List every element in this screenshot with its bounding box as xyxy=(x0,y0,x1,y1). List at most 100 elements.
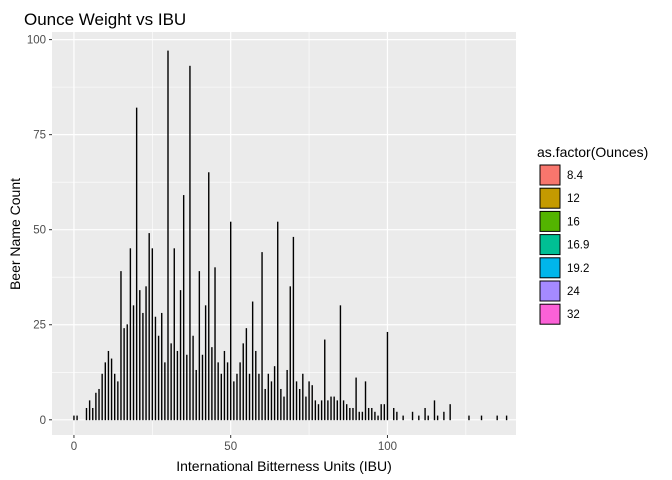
bar xyxy=(208,172,210,421)
chart-title: Ounce Weight vs IBU xyxy=(24,10,186,29)
bar xyxy=(393,407,395,421)
bar xyxy=(298,388,301,421)
bar xyxy=(443,411,445,421)
bar xyxy=(289,286,291,421)
bar xyxy=(154,316,157,421)
bar xyxy=(157,335,160,421)
bar xyxy=(292,236,295,421)
bar xyxy=(233,381,235,421)
bar xyxy=(505,415,508,421)
plot-panel xyxy=(52,32,516,435)
bar xyxy=(402,415,404,421)
bar xyxy=(230,221,232,421)
x-tick-label: 0 xyxy=(71,441,77,453)
x-axis-title: International Bitterness Units (IBU) xyxy=(176,458,392,474)
bar xyxy=(192,335,194,421)
bar xyxy=(101,373,103,421)
bar xyxy=(217,362,219,421)
bar xyxy=(374,411,376,421)
y-axis: 0 25 50 75 100 xyxy=(27,35,52,427)
bar xyxy=(364,381,367,421)
bar xyxy=(148,233,150,421)
bar xyxy=(333,396,335,421)
legend: as.factor(Ounces) 8.4 12 16 16.9 19.2 24 32 xyxy=(537,144,648,325)
bar xyxy=(135,107,138,421)
y-tick-label: 25 xyxy=(33,320,46,332)
bar xyxy=(211,347,213,421)
bar xyxy=(142,312,144,421)
bar xyxy=(295,381,298,421)
bar xyxy=(367,407,370,421)
bar xyxy=(255,350,257,421)
bar xyxy=(396,411,398,421)
legend-title: as.factor(Ounces) xyxy=(537,144,648,160)
bar xyxy=(377,415,379,421)
bar xyxy=(95,392,97,421)
bar xyxy=(386,331,389,421)
legend-label: 24 xyxy=(567,286,580,298)
bar xyxy=(258,373,260,421)
bar xyxy=(129,248,132,421)
bar xyxy=(120,271,122,421)
bar xyxy=(98,388,100,421)
bar xyxy=(424,407,426,421)
bar xyxy=(436,415,439,421)
bar xyxy=(170,343,172,421)
bar xyxy=(346,404,348,421)
legend-swatch xyxy=(539,280,561,302)
bar xyxy=(179,290,182,421)
bar xyxy=(496,415,498,421)
legend-swatch xyxy=(539,164,561,186)
bar xyxy=(283,396,285,421)
bar xyxy=(251,301,254,421)
bar xyxy=(245,328,248,421)
bar xyxy=(411,411,414,421)
bar xyxy=(161,312,163,421)
y-tick-label: 0 xyxy=(40,415,46,427)
bar xyxy=(104,362,106,421)
bar xyxy=(214,267,216,421)
bar xyxy=(76,415,78,421)
legend-swatch xyxy=(539,210,561,232)
bar xyxy=(242,343,244,421)
bar xyxy=(380,404,382,421)
bar xyxy=(317,404,320,421)
legend-swatch xyxy=(539,187,561,209)
bar xyxy=(117,381,119,421)
bar xyxy=(220,373,222,421)
bar xyxy=(114,373,116,421)
bar xyxy=(248,373,251,421)
bar xyxy=(355,377,357,421)
bar xyxy=(186,354,188,421)
legend-label: 16.9 xyxy=(567,240,589,252)
bar xyxy=(167,50,169,421)
bar xyxy=(311,385,313,421)
legend-items: 8.4 12 16 16.9 19.2 24 32 xyxy=(539,164,589,325)
bar xyxy=(145,286,147,421)
bar xyxy=(73,415,75,421)
bar xyxy=(330,396,332,421)
legend-label: 16 xyxy=(567,216,580,228)
bar xyxy=(173,248,175,421)
bar xyxy=(110,358,113,421)
bar xyxy=(201,354,204,421)
bar xyxy=(427,415,429,421)
y-tick-label: 50 xyxy=(33,225,46,237)
bar xyxy=(88,400,91,421)
legend-label: 19.2 xyxy=(567,263,589,275)
bar xyxy=(280,388,282,421)
bar xyxy=(267,373,270,421)
bar xyxy=(433,400,436,421)
bar xyxy=(358,411,360,421)
bar xyxy=(132,305,135,421)
bar xyxy=(418,415,420,421)
legend-label: 12 xyxy=(567,193,580,205)
y-axis-title: Beer Name Count xyxy=(7,178,23,290)
bar xyxy=(270,381,273,421)
bar xyxy=(261,252,263,421)
bar xyxy=(107,350,110,421)
bar xyxy=(92,407,94,421)
legend-label: 8.4 xyxy=(567,170,584,182)
bar xyxy=(324,339,326,421)
